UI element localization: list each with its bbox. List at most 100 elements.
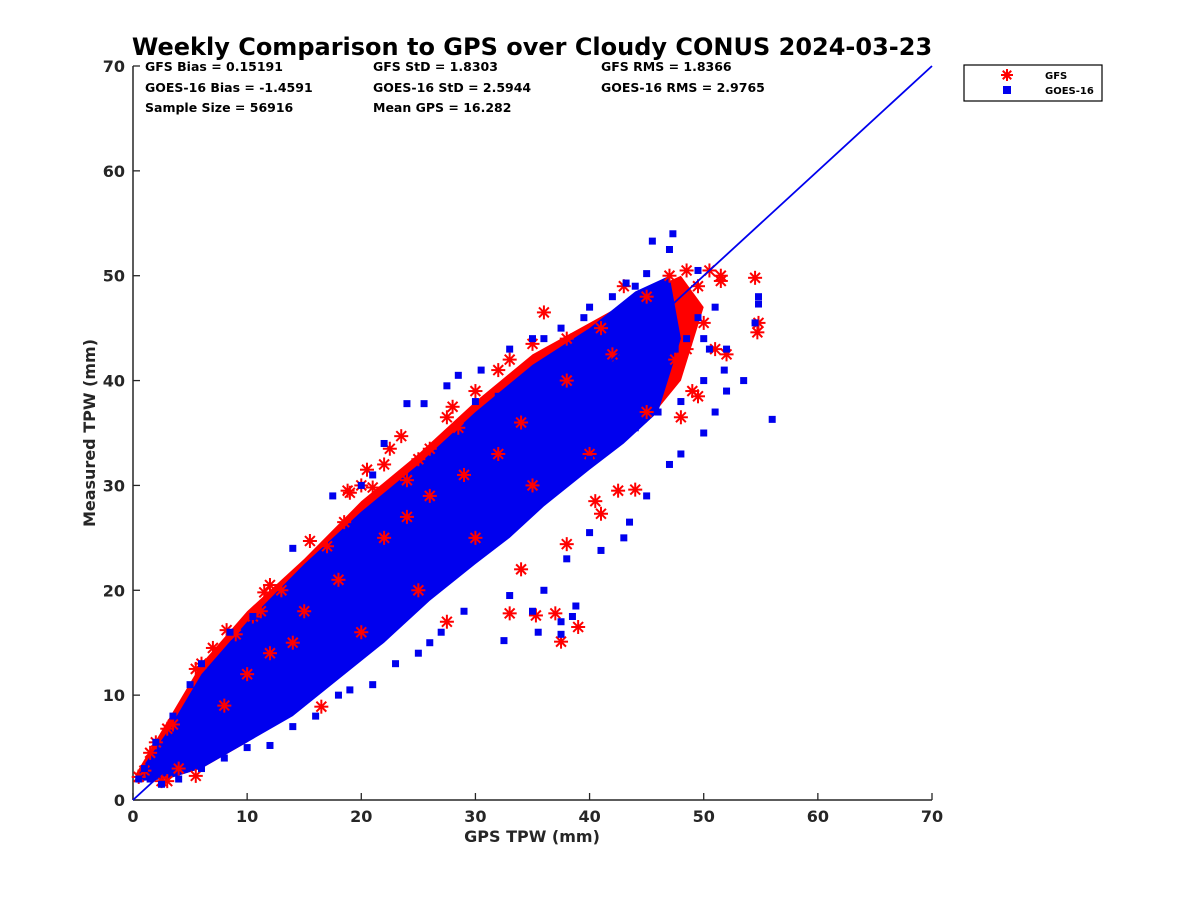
goes16-point (255, 686, 263, 694)
goes16-point (740, 377, 748, 385)
gfs-point (297, 604, 312, 619)
gfs-point (399, 473, 414, 488)
goes16-point (135, 775, 143, 783)
goes16-point (186, 681, 194, 689)
y-tick-label: 50 (103, 267, 125, 286)
plot-area: 0 10 20 30 40 50 60 70 0 10 20 30 40 50 60 70 (103, 57, 943, 826)
stat-text: GOES-16 RMS = 2.9765 (601, 80, 765, 95)
goes16-point (557, 324, 565, 332)
gfs-point (639, 289, 654, 304)
goes16-point (226, 628, 234, 636)
goes16-point (720, 366, 728, 374)
stat-text: Sample Size = 56916 (145, 100, 294, 115)
goes16-point (483, 481, 491, 489)
goes16-point (140, 765, 148, 773)
goes16-point (449, 513, 457, 521)
gfs-point (302, 534, 317, 549)
stat-text: GFS Bias = 0.15191 (145, 59, 283, 74)
gfs-point (571, 619, 586, 634)
gfs-point (143, 745, 158, 760)
goes16-point (586, 529, 594, 537)
gfs-point (559, 373, 574, 388)
goes16-point (346, 686, 354, 694)
gfs-point (377, 530, 392, 545)
gfs-point (593, 506, 608, 521)
goes16-point (369, 681, 377, 689)
goes16-point (700, 377, 708, 385)
goes16-point (277, 662, 285, 670)
legend-box (963, 64, 1103, 102)
goes16-point (631, 282, 639, 290)
goes16-point (420, 400, 428, 408)
goes16-point (243, 744, 251, 752)
y-tick-label: 30 (103, 476, 125, 495)
goes16-point (232, 707, 240, 715)
gfs-point (253, 604, 268, 619)
gfs-point (457, 467, 472, 482)
goes16-point (671, 345, 679, 353)
goes16-point (334, 691, 342, 699)
gfs-point (673, 410, 688, 425)
goes16-point (580, 314, 588, 322)
goes16-point (597, 408, 605, 416)
x-axis-label: GPS TPW (mm) (464, 827, 600, 846)
goes16-point (540, 586, 548, 594)
goes16-point (289, 723, 297, 731)
goes16-point (723, 387, 731, 395)
goes16-point (146, 775, 154, 783)
x-tick-label: 70 (921, 807, 943, 826)
y-tick-label: 10 (103, 686, 125, 705)
gfs-point (165, 717, 180, 732)
gfs-point (451, 420, 466, 435)
goes16-point (414, 649, 422, 657)
gfs-point (399, 509, 414, 524)
goes16-point (420, 523, 428, 531)
goes16-point (403, 555, 411, 563)
goes16-point (557, 618, 565, 626)
goes16-point (534, 628, 542, 636)
goes16-point (266, 675, 274, 683)
goes16-point (620, 534, 628, 542)
goes16-point (540, 439, 548, 447)
gfs-point (611, 483, 626, 498)
gfs-point (691, 389, 706, 404)
y-axis-label: Measured TPW (mm) (80, 339, 99, 527)
goes16-point (197, 738, 205, 746)
goes16-point (426, 534, 434, 542)
goes16-point (329, 492, 337, 500)
goes16-point (586, 398, 594, 406)
gfs-point (514, 415, 529, 430)
goes16-point (517, 387, 525, 395)
goes16-point (620, 387, 628, 395)
goes16-point (683, 335, 691, 343)
gfs-point (525, 478, 540, 493)
goes16-point (477, 513, 485, 521)
x-tick-label: 20 (350, 807, 372, 826)
goes16-point (369, 471, 377, 479)
goes16-point (563, 555, 571, 563)
goes16-point (477, 366, 485, 374)
goes16-point (431, 544, 439, 552)
gfs-point (593, 321, 608, 336)
gfs-point (365, 480, 380, 495)
gfs-point (188, 768, 203, 783)
gfs-point (559, 331, 574, 346)
goes16-point (454, 523, 462, 531)
goes16-point (334, 613, 342, 620)
goes16-point (768, 415, 776, 423)
gfs-point (668, 352, 683, 367)
goes16-point (312, 712, 320, 720)
gfs-point (411, 583, 426, 598)
legend-goes16-label: GOES-16 (1045, 86, 1094, 97)
goes16-point (568, 613, 576, 620)
goes16-point (723, 345, 731, 353)
gfs-point (314, 699, 329, 714)
gfs-point (285, 635, 300, 650)
goes16-point (551, 429, 559, 437)
goes16-point (152, 738, 160, 746)
gfs-point (445, 399, 460, 414)
gfs-point (514, 562, 529, 577)
goes16-point (654, 408, 662, 416)
